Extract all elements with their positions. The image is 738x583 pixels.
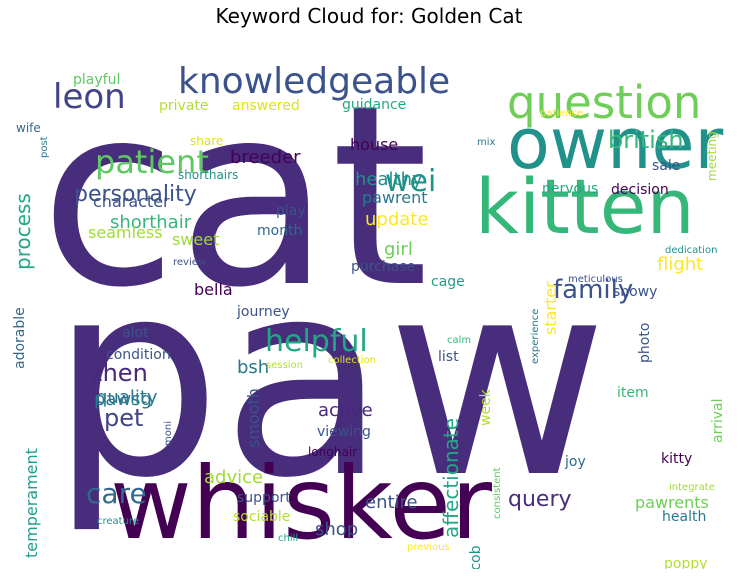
cloud-word-care: care	[86, 477, 147, 510]
cloud-word-pet: pet	[104, 404, 143, 432]
cloud-word-item: item	[617, 385, 649, 401]
cloud-word-joy: joy	[564, 454, 586, 470]
cloud-word-question: question	[507, 76, 701, 129]
cloud-word-query: query	[508, 487, 572, 512]
cloud-word-private: private	[159, 98, 209, 114]
cloud-word-patient: patient	[95, 143, 209, 181]
cloud-word-alot: alot	[122, 325, 149, 341]
cloud-word-longhair: longhair	[308, 445, 357, 459]
cloud-word-photo: photo	[637, 323, 653, 363]
cloud-word-chill: chill	[278, 533, 298, 544]
cloud-word-answered: answered	[232, 98, 300, 114]
cloud-word-zhen: zhen	[90, 359, 148, 387]
cloud-word-meticulous: meticulous	[568, 274, 623, 285]
cloud-word-snowy: snowy	[613, 284, 657, 300]
cloud-word-advice: advice	[204, 467, 263, 488]
cloud-word-knowledgeable: knowledgeable	[178, 61, 450, 102]
cloud-word-entire: entire	[365, 492, 418, 513]
page-title: Keyword Cloud for: Golden Cat	[215, 4, 523, 28]
cloud-word-collection: collection	[328, 355, 376, 366]
cloud-word-playful: playful	[73, 72, 120, 88]
cloud-word-moni: moni	[163, 421, 174, 446]
cloud-word-paw: paw	[50, 222, 608, 537]
cloud-word-house: house	[350, 135, 398, 154]
cloud-word-dedication: dedication	[665, 245, 717, 256]
cloud-word-owner: owner	[507, 103, 724, 185]
cloud-word-month: month	[257, 223, 302, 239]
cloud-word-pleasure: pleasure	[326, 566, 395, 569]
cloud-word-calm: calm	[447, 335, 471, 346]
cloud-word-bsh: bsh	[237, 357, 269, 378]
cloud-word-consistent: consistent	[492, 467, 503, 519]
cloud-word-decision: decision	[611, 182, 669, 198]
cloud-word-purchase: purchase	[351, 259, 415, 275]
cloud-word-personality: personality	[74, 182, 197, 207]
cloud-word-leon: leon	[53, 77, 126, 117]
cloud-word-girl: girl	[384, 239, 413, 260]
cloud-word-british: british	[608, 126, 684, 154]
cloud-word-wei: wei	[385, 164, 436, 199]
cloud-word-affectionate: affectionate	[439, 418, 463, 538]
cloud-word-jacob: jacob	[468, 545, 484, 569]
cloud-word-arrival: arrival	[710, 399, 726, 444]
cloud-word-whisker: whisker	[110, 445, 493, 562]
cloud-word-session: session	[266, 360, 303, 371]
cloud-word-wife: wife	[16, 121, 41, 135]
cloud-word-share: share	[190, 134, 223, 148]
cloud-word-guidance: guidance	[342, 97, 406, 113]
cloud-word-update: update	[365, 209, 428, 230]
cloud-word-cage: cage	[431, 274, 465, 290]
cloud-word-post: post	[39, 136, 50, 158]
cloud-word-bella: bella	[194, 280, 233, 299]
cloud-word-adorable: adorable	[12, 307, 28, 369]
cloud-word-nervous: nervous	[542, 181, 598, 197]
cloud-word-creature: creature	[97, 516, 139, 527]
cloud-word-list: list	[438, 349, 459, 365]
cloud-word-shorthair: shorthair	[110, 212, 192, 233]
cloud-word-kitten: kitten	[475, 162, 695, 251]
cloud-word-integrate: integrate	[669, 482, 715, 493]
word-cloud: cat paw whisker kitten owner question knowledg…	[10, 33, 728, 569]
cloud-word-week: week	[478, 388, 494, 426]
cloud-word-health: health	[662, 509, 706, 525]
cloud-word-experience: experience	[530, 309, 541, 364]
cloud-word-viewing: viewing	[317, 424, 371, 440]
cloud-word-smooth: smooth	[244, 388, 263, 448]
cloud-word-quality: quality	[96, 387, 158, 408]
cloud-word-condition: condition	[106, 347, 171, 363]
cloud-word-review: review	[173, 257, 206, 268]
cloud-word-seamless: seamless	[88, 223, 163, 242]
cloud-word-cat: cat	[40, 51, 429, 342]
cloud-word-breeder: breeder	[230, 147, 301, 168]
cloud-word-sociable: sociable	[233, 509, 290, 525]
cloud-word-mix: mix	[477, 137, 496, 148]
cloud-word-pawsg: pawsg	[94, 389, 152, 410]
cloud-word-healthy: healthy	[355, 169, 423, 190]
cloud-word-family: family	[553, 275, 633, 305]
cloud-word-sweet: sweet	[172, 230, 219, 249]
cloud-word-shop: shop	[315, 519, 358, 540]
cloud-word-meeting: meeting	[705, 131, 719, 181]
cloud-word-character: character	[93, 192, 170, 211]
cloud-word-patience: patience	[540, 108, 583, 119]
cloud-word-flight: flight	[657, 254, 703, 275]
cloud-word-helpful: helpful	[265, 324, 368, 359]
cloud-word-sale: sale	[652, 158, 680, 174]
cloud-word-starter: starter	[541, 281, 560, 335]
cloud-word-support: support	[237, 490, 291, 506]
cloud-word-pawrent: pawrent	[362, 188, 428, 207]
cloud-word-journey: journey	[236, 304, 290, 320]
cloud-word-kitty: kitty	[661, 451, 692, 467]
cloud-word-previous: previous	[407, 542, 450, 553]
cloud-word-pawrents: pawrents	[635, 493, 709, 512]
cloud-word-temperament: temperament	[22, 448, 41, 558]
cloud-word-active: active	[318, 400, 373, 421]
cloud-word-shorthairs: shorthairs	[178, 168, 238, 182]
cloud-word-poppy: poppy	[664, 556, 708, 569]
cloud-word-process: process	[11, 193, 35, 270]
cloud-word-play: play	[276, 203, 306, 219]
